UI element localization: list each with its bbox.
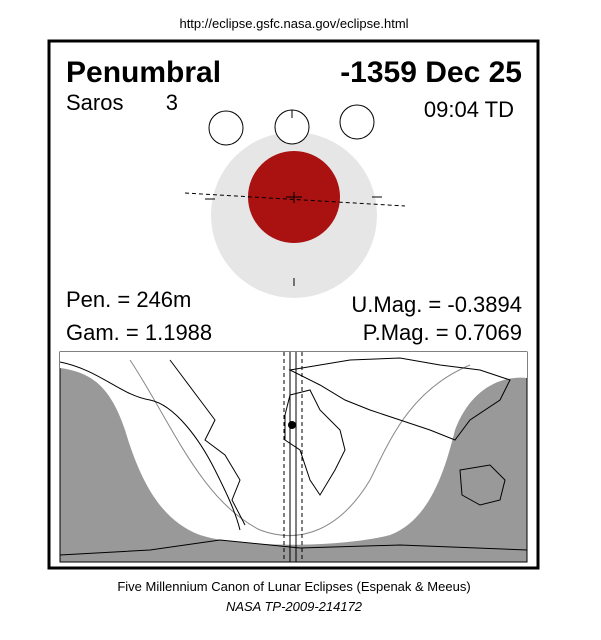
australia	[459, 464, 506, 506]
americas-coast	[59, 361, 241, 531]
footer-ref: NASA TP-2009-214172	[226, 599, 363, 614]
footer-title: Five Millennium Canon of Lunar Eclipses …	[117, 579, 470, 594]
url: http://eclipse.gsfc.nasa.gov/eclipse.htm…	[179, 16, 408, 31]
penumbral-magnitude: P.Mag. = 0.7069	[363, 320, 522, 345]
eclipse-time: 09:04 TD	[424, 97, 514, 122]
antarctica	[59, 539, 528, 556]
moon-first	[208, 110, 244, 146]
eclipse-type: Penumbral	[66, 56, 221, 89]
moon-path	[184, 192, 406, 207]
america-outline	[169, 359, 246, 526]
greatest-eclipse-point	[288, 421, 296, 429]
moon-last	[339, 104, 375, 140]
africa	[284, 389, 346, 496]
saros-label: Saros	[66, 90, 123, 115]
world-map	[59, 351, 528, 563]
map-day	[60, 352, 527, 545]
penumbra-limit	[129, 359, 471, 537]
eclipse-date: -1359 Dec 25	[340, 56, 522, 89]
gamma: Gam. = 1.1988	[66, 320, 212, 345]
saros-number: 3	[166, 90, 178, 115]
pen-duration: Pen. = 246m	[66, 287, 191, 312]
umbral-magnitude: U.Mag. = -0.3894	[351, 292, 522, 317]
eclipse-diagram	[184, 104, 406, 298]
eurasia	[288, 357, 511, 441]
